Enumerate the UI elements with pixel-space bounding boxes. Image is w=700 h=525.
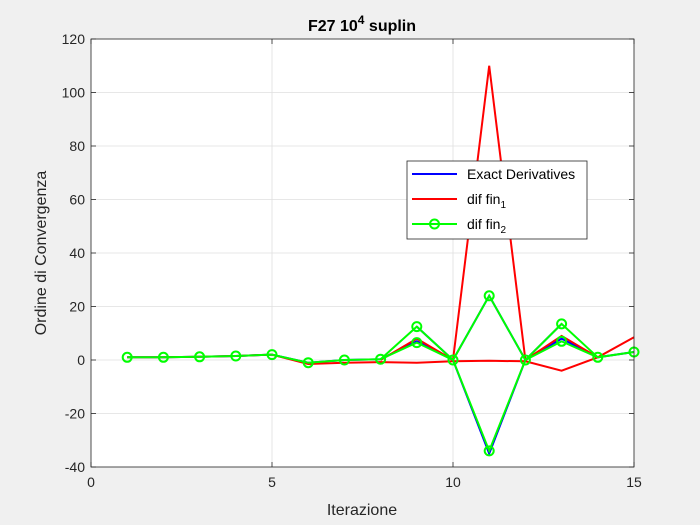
series-marker-3 bbox=[556, 318, 568, 330]
chart-title-tail: suplin bbox=[364, 18, 416, 35]
y-tick-label: 0 bbox=[77, 352, 85, 368]
series-marker-3 bbox=[592, 351, 604, 363]
x-tick-label: 5 bbox=[268, 474, 276, 490]
plot-series bbox=[121, 65, 640, 457]
legend-label-2: dif fin1 bbox=[467, 191, 506, 211]
legend-label-3: dif fin2 bbox=[467, 216, 506, 236]
y-tick-label: 60 bbox=[69, 192, 85, 208]
y-axis-label: Ordine di Convergenza bbox=[33, 171, 50, 336]
x-tick-label: 10 bbox=[445, 474, 461, 490]
series-marker-3 bbox=[302, 357, 314, 369]
series-marker-3 bbox=[375, 353, 387, 365]
series-marker-3 bbox=[194, 351, 206, 363]
legend-label-text: Exact Derivatives bbox=[467, 166, 575, 182]
chart-title: F27 104 suplin bbox=[308, 13, 416, 35]
series-marker-3 bbox=[447, 354, 459, 366]
y-tick-label: 100 bbox=[62, 85, 86, 101]
series-marker-3 bbox=[483, 445, 495, 457]
legend-label-subscript: 1 bbox=[500, 200, 506, 211]
legend-marker-3 bbox=[429, 218, 440, 230]
series-line-3 bbox=[379, 293, 599, 362]
chart-title-exponent: 4 bbox=[358, 13, 365, 27]
legend-label-1: Exact Derivatives bbox=[467, 166, 575, 182]
axis-ticks: 0 5 10 15 -40 -20 0 20 40 60 80 100 120 bbox=[62, 31, 642, 490]
series-marker-3 bbox=[266, 349, 278, 361]
legend-label-subscript: 2 bbox=[500, 225, 506, 236]
series-marker-3 bbox=[411, 321, 423, 333]
series-marker-3 bbox=[556, 335, 568, 347]
legend-label-text: dif fin bbox=[467, 191, 500, 207]
series-marker-3 bbox=[411, 337, 423, 349]
series-marker-3 bbox=[121, 351, 133, 363]
series-marker-3 bbox=[157, 351, 169, 363]
series-marker-3 bbox=[519, 354, 531, 366]
series-marker-3 bbox=[483, 290, 495, 302]
y-tick-label: 80 bbox=[69, 138, 85, 154]
y-tick-label: -40 bbox=[65, 459, 85, 475]
x-axis-label: Iterazione bbox=[327, 502, 397, 519]
legend-label-text: dif fin bbox=[467, 216, 500, 232]
chart-title-main: F27 10 bbox=[308, 18, 358, 35]
series-marker-3 bbox=[230, 350, 242, 362]
x-tick-label: 0 bbox=[87, 474, 95, 490]
series-marker-3 bbox=[338, 354, 350, 366]
y-tick-label: -20 bbox=[65, 406, 85, 422]
y-tick-label: 20 bbox=[69, 299, 85, 315]
y-tick-label: 40 bbox=[69, 245, 85, 261]
y-tick-label: 120 bbox=[62, 31, 86, 47]
x-tick-label: 15 bbox=[626, 474, 642, 490]
